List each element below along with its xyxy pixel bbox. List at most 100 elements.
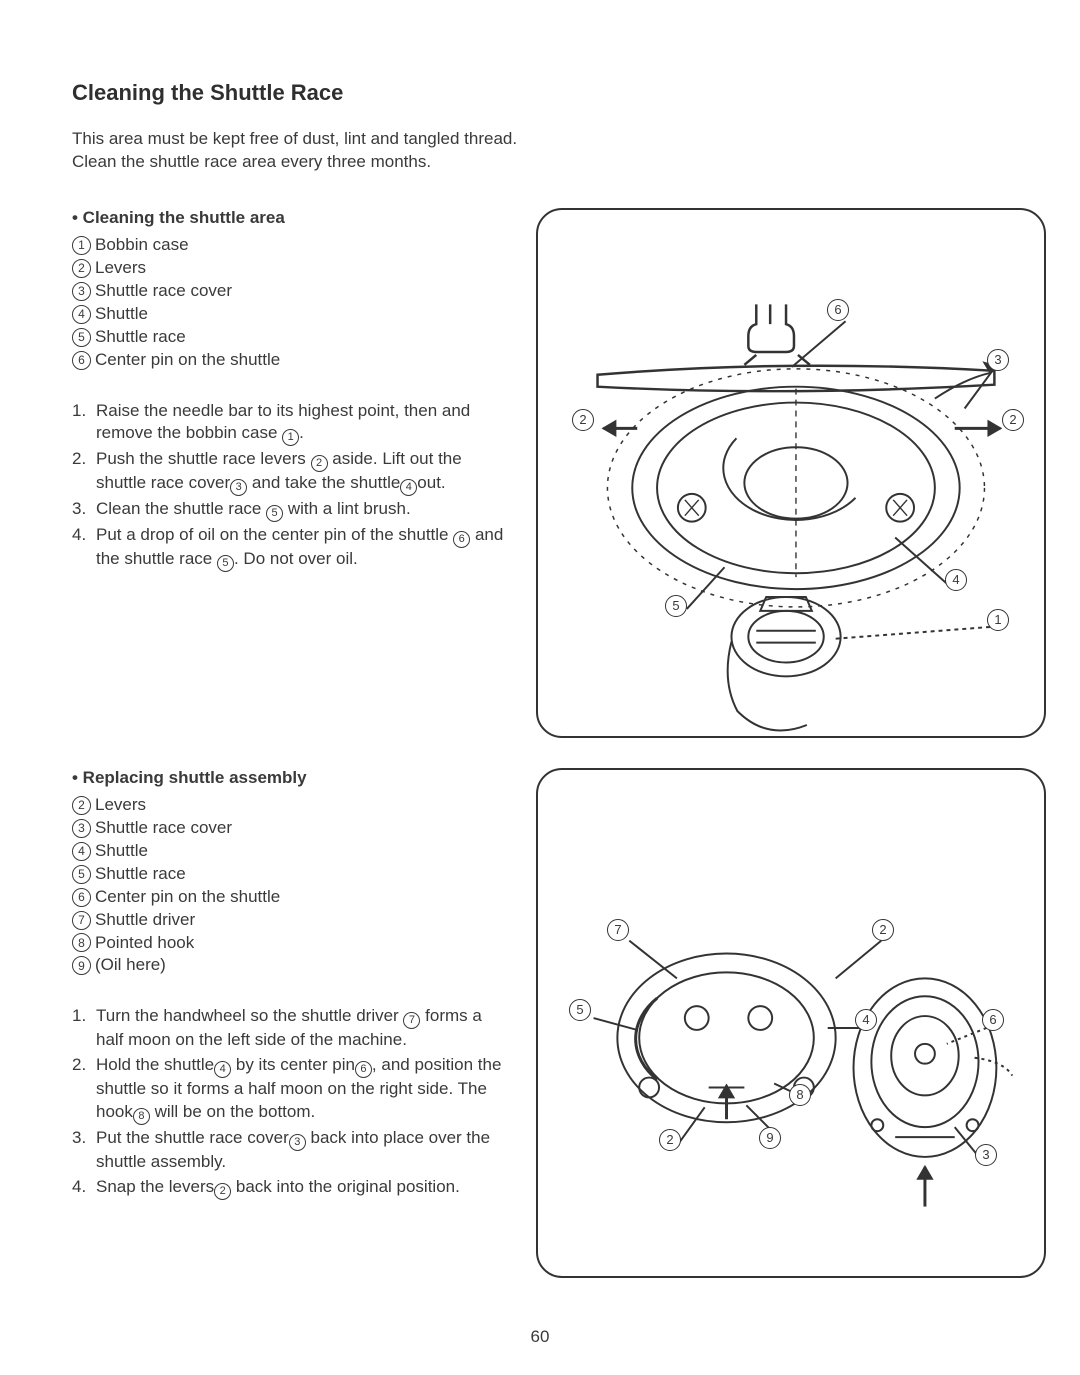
parts-item: 9 (Oil here) [72,954,512,977]
part-number-icon: 3 [72,282,91,301]
ref-number-icon: 8 [133,1108,150,1125]
steps-list-replacing: 1.Turn the handwheel so the shuttle driv… [72,1005,512,1200]
callout-3: 3 [975,1144,997,1166]
step-number: 2. [72,448,96,496]
part-label: Shuttle driver [95,909,195,932]
ref-number-icon: 1 [282,429,299,446]
callout-6: 6 [982,1009,1004,1031]
section-replacing: • Replacing shuttle assembly 2 Levers3 S… [72,768,1020,1278]
part-label: Levers [95,257,146,280]
parts-item: 5 Shuttle race [72,863,512,886]
part-label: Levers [95,794,146,817]
step-item: 4.Snap the levers2 back into the origina… [72,1176,512,1200]
parts-list-replacing: 2 Levers3 Shuttle race cover4 Shuttle5 S… [72,794,512,978]
figure-cleaning: 6322451 [536,208,1046,738]
parts-item: 7 Shuttle driver [72,909,512,932]
callout-5: 5 [569,999,591,1021]
step-text: Put the shuttle race cover3 back into pl… [96,1127,512,1174]
parts-item: 6 Center pin on the shuttle [72,886,512,909]
step-number: 3. [72,1127,96,1174]
part-label: Shuttle race [95,326,186,349]
part-label: Shuttle race [95,863,186,886]
part-number-icon: 2 [72,796,91,815]
ref-number-icon: 6 [355,1061,372,1078]
parts-list-cleaning: 1 Bobbin case2 Levers3 Shuttle race cove… [72,234,512,372]
section-cleaning: • Cleaning the shuttle area 1 Bobbin cas… [72,208,1020,738]
ref-number-icon: 3 [230,479,247,496]
step-number: 1. [72,400,96,447]
step-number: 1. [72,1005,96,1052]
cleaning-heading: • Cleaning the shuttle area [72,208,512,228]
parts-item: 4 Shuttle [72,840,512,863]
part-number-icon: 8 [72,933,91,952]
callout-4: 4 [855,1009,877,1031]
figure-replacing: 7 2 5 4 6 8 2 9 3 [536,768,1046,1278]
callout-3: 3 [987,349,1009,371]
ref-number-icon: 2 [214,1183,231,1200]
part-label: Pointed hook [95,932,194,955]
part-number-icon: 6 [72,351,91,370]
step-item: 2.Push the shuttle race levers 2 aside. … [72,448,512,496]
part-number-icon: 4 [72,842,91,861]
step-item: 3.Clean the shuttle race 5 with a lint b… [72,498,512,522]
callout-5: 5 [665,595,687,617]
callout-4: 4 [945,569,967,591]
part-label: Shuttle race cover [95,280,232,303]
parts-item: 6 Center pin on the shuttle [72,349,512,372]
diagram-cleaning [538,210,1044,736]
parts-item: 5 Shuttle race [72,326,512,349]
step-item: 4.Put a drop of oil on the center pin of… [72,524,512,572]
part-label: Center pin on the shuttle [95,349,280,372]
step-text: Hold the shuttle4 by its center pin6, an… [96,1054,512,1125]
part-label: Shuttle [95,303,148,326]
replacing-heading: • Replacing shuttle assembly [72,768,512,788]
parts-item: 8 Pointed hook [72,932,512,955]
parts-item: 2 Levers [72,794,512,817]
part-number-icon: 1 [72,236,91,255]
callout-8: 8 [789,1084,811,1106]
part-label: Shuttle race cover [95,817,232,840]
part-number-icon: 3 [72,819,91,838]
step-item: 2.Hold the shuttle4 by its center pin6, … [72,1054,512,1125]
step-text: Raise the needle bar to its highest poin… [96,400,512,447]
parts-item: 3 Shuttle race cover [72,280,512,303]
ref-number-icon: 4 [400,479,417,496]
part-number-icon: 9 [72,956,91,975]
part-number-icon: 2 [72,259,91,278]
callout-6: 6 [827,299,849,321]
ref-number-icon: 3 [289,1134,306,1151]
diagram-replacing [538,770,1044,1276]
callout-9: 9 [759,1127,781,1149]
step-item: 1.Raise the needle bar to its highest po… [72,400,512,447]
callout-2: 2 [572,409,594,431]
step-text: Turn the handwheel so the shuttle driver… [96,1005,512,1052]
ref-number-icon: 5 [266,505,283,522]
callout-2: 2 [659,1129,681,1151]
part-number-icon: 4 [72,305,91,324]
part-number-icon: 6 [72,888,91,907]
part-label: Bobbin case [95,234,189,257]
step-text: Clean the shuttle race 5 with a lint bru… [96,498,512,522]
callout-1: 1 [987,609,1009,631]
step-item: 3.Put the shuttle race cover3 back into … [72,1127,512,1174]
callout-7: 7 [607,919,629,941]
part-label: Center pin on the shuttle [95,886,280,909]
ref-number-icon: 5 [217,555,234,572]
ref-number-icon: 4 [214,1061,231,1078]
step-text: Put a drop of oil on the center pin of t… [96,524,512,572]
page-title: Cleaning the Shuttle Race [72,80,1020,106]
parts-item: 4 Shuttle [72,303,512,326]
steps-list-cleaning: 1.Raise the needle bar to its highest po… [72,400,512,573]
parts-item: 2 Levers [72,257,512,280]
callout-2: 2 [872,919,894,941]
step-text: Snap the levers2 back into the original … [96,1176,512,1200]
parts-item: 1 Bobbin case [72,234,512,257]
step-number: 2. [72,1054,96,1125]
ref-number-icon: 2 [311,455,328,472]
part-number-icon: 7 [72,911,91,930]
ref-number-icon: 6 [453,531,470,548]
part-label: (Oil here) [95,954,166,977]
step-text: Push the shuttle race levers 2 aside. Li… [96,448,512,496]
ref-number-icon: 7 [403,1012,420,1029]
part-number-icon: 5 [72,328,91,347]
